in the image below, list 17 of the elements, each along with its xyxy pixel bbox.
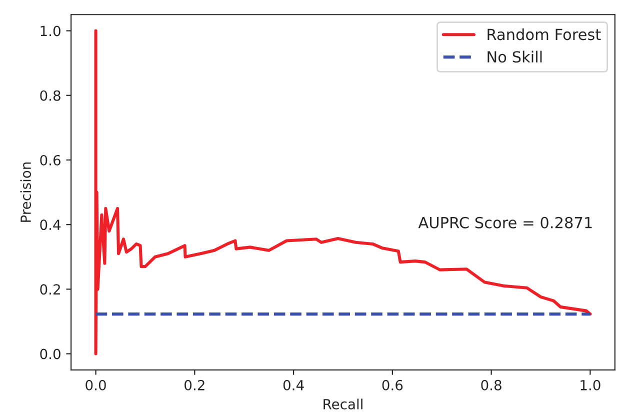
y-axis-title: Precision [20,162,32,222]
y-tick-label: 0.8 [40,90,60,101]
legend-label: Random Forest [488,28,601,40]
y-tick-label: 0.0 [40,348,60,360]
y-tick-label: 1.0 [40,26,60,36]
x-tick-label: 0.2 [184,380,204,390]
y-tick-label: 0.6 [40,154,60,166]
legend-label: No Skill [488,50,542,63]
x-tick-label: 1.0 [580,380,600,390]
x-tick-label: 0.4 [283,380,304,390]
y-tick-label: 0.4 [40,220,61,230]
annotation: AUPRC Score = 0.2871 [418,216,592,228]
x-tick-label: 0.6 [382,380,403,390]
x-axis-title: Recall [324,398,362,410]
x-tick-label: 0.0 [86,380,106,390]
y-tick-label: 0.2 [40,284,60,295]
x-tick-label: 0.8 [481,380,502,390]
